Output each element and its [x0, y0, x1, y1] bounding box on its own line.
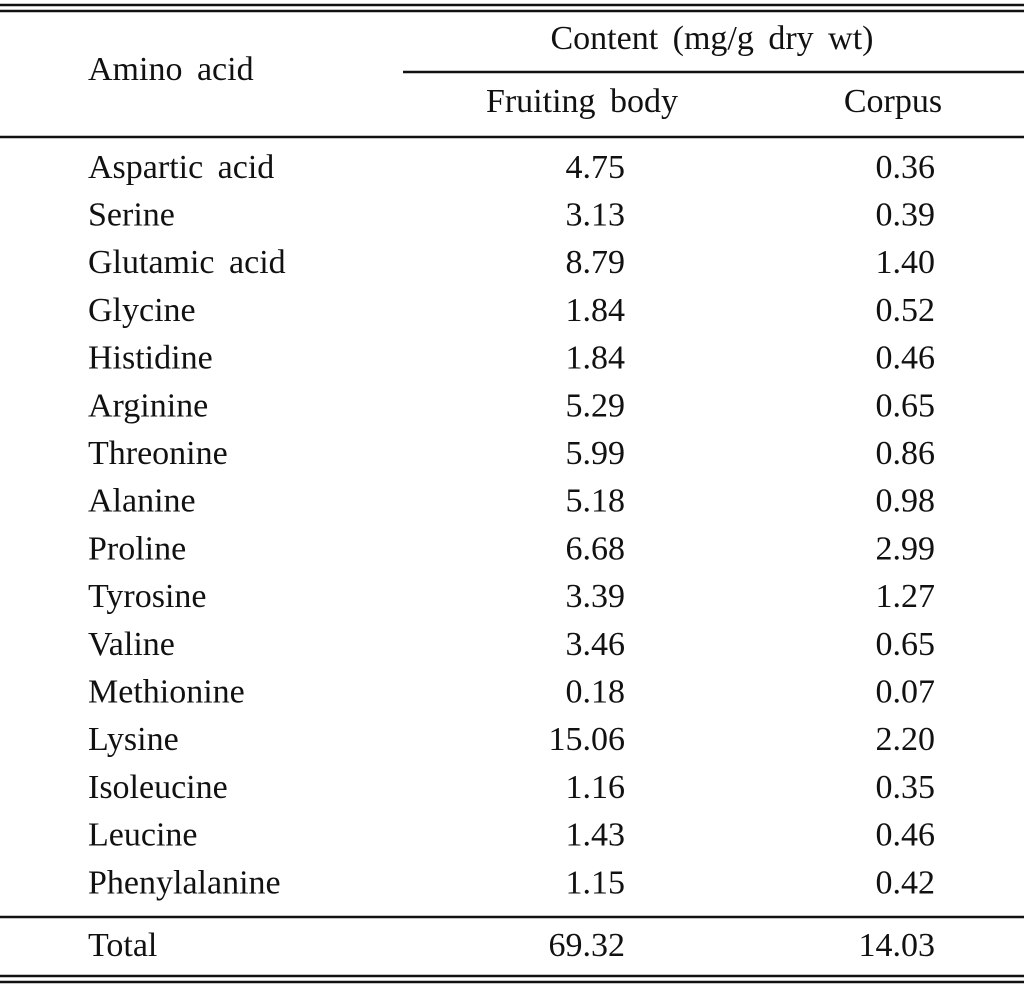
total-label: Total: [88, 927, 157, 964]
fruiting-body-value: 8.79: [566, 244, 626, 281]
fruiting-body-value: 5.18: [566, 483, 626, 520]
corpus-value: 0.36: [876, 149, 936, 186]
amino-acid-name: Leucine: [88, 817, 198, 854]
corpus-value: 1.40: [876, 244, 936, 281]
fruiting-body-value: 69.32: [549, 927, 626, 964]
fruiting-body-value: 1.84: [566, 292, 626, 329]
fruiting-body-value: 1.15: [566, 864, 626, 901]
fruiting-body-value: 5.29: [566, 387, 626, 424]
corpus-value: 0.39: [876, 196, 936, 233]
row-header: Amino acid: [88, 51, 254, 88]
column-header: Corpus: [844, 83, 942, 120]
corpus-value: 0.07: [876, 673, 936, 710]
amino-acid-name: Isoleucine: [88, 769, 228, 806]
amino-acid-name: Tyrosine: [88, 578, 207, 615]
amino-acid-name: Arginine: [88, 387, 208, 424]
corpus-value: 0.65: [876, 387, 936, 424]
group-header: Content (mg/g dry wt): [550, 20, 873, 57]
corpus-value: 0.52: [876, 292, 936, 329]
amino-acid-name: Histidine: [88, 340, 213, 377]
corpus-value: 0.46: [876, 817, 936, 854]
fruiting-body-value: 4.75: [566, 149, 626, 186]
amino-acid-name: Methionine: [88, 673, 245, 710]
corpus-value: 0.35: [876, 769, 936, 806]
corpus-value: 1.27: [876, 578, 936, 615]
fruiting-body-value: 1.84: [566, 340, 626, 377]
fruiting-body-value: 0.18: [566, 673, 626, 710]
fruiting-body-value: 5.99: [566, 435, 626, 472]
fruiting-body-value: 3.46: [566, 626, 626, 663]
fruiting-body-value: 1.16: [566, 769, 626, 806]
fruiting-body-value: 3.39: [566, 578, 626, 615]
fruiting-body-value: 15.06: [549, 721, 626, 758]
corpus-value: 0.42: [876, 864, 936, 901]
fruiting-body-value: 1.43: [566, 817, 626, 854]
fruiting-body-value: 3.13: [566, 196, 626, 233]
amino-acid-name: Serine: [88, 196, 175, 233]
amino-acid-name: Valine: [88, 626, 175, 663]
amino-acid-name: Alanine: [88, 483, 196, 520]
corpus-value: 14.03: [859, 927, 936, 964]
corpus-value: 0.86: [876, 435, 936, 472]
corpus-value: 2.99: [876, 530, 936, 567]
amino-acid-name: Threonine: [88, 435, 228, 472]
amino-acid-name: Phenylalanine: [88, 864, 281, 901]
amino-acid-name: Aspartic acid: [88, 149, 274, 186]
fruiting-body-value: 6.68: [566, 530, 626, 567]
corpus-value: 0.65: [876, 626, 936, 663]
amino-acid-name: Lysine: [88, 721, 179, 758]
column-header: Fruiting body: [486, 83, 678, 120]
corpus-value: 0.98: [876, 483, 936, 520]
corpus-value: 2.20: [876, 721, 936, 758]
amino-acid-name: Glutamic acid: [88, 244, 286, 281]
corpus-value: 0.46: [876, 340, 936, 377]
amino-acid-name: Glycine: [88, 292, 196, 329]
amino-acid-name: Proline: [88, 530, 186, 567]
